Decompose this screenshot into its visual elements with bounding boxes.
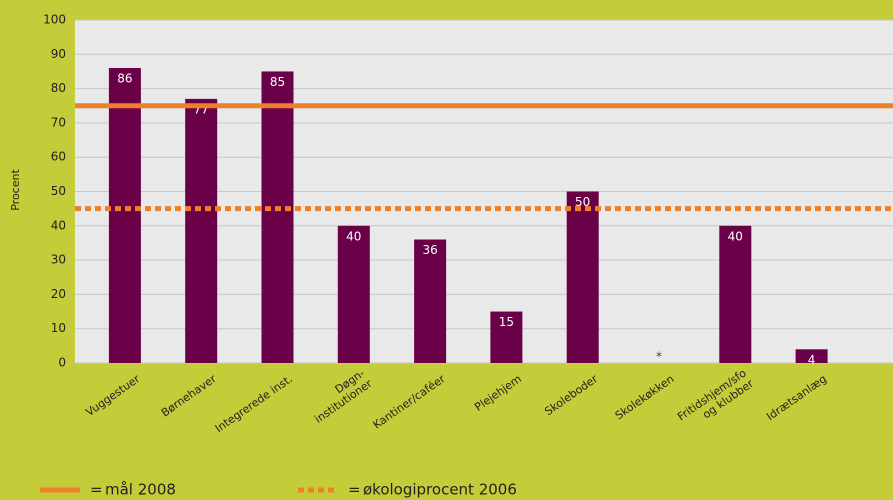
bar (795, 349, 828, 363)
bar (414, 239, 447, 363)
bar (337, 225, 370, 363)
value-label: * (656, 350, 662, 364)
y-tick-label: 30 (51, 253, 66, 267)
y-tick-label: 10 (51, 321, 66, 335)
value-label: 50 (575, 195, 590, 209)
value-label: 4 (808, 353, 816, 367)
y-axis-label: Procent (9, 169, 22, 211)
y-tick-label: 50 (51, 184, 66, 198)
bar (566, 191, 599, 363)
bar (108, 68, 141, 364)
y-tick-label: 40 (51, 218, 66, 232)
y-tick-label: 0 (58, 356, 66, 370)
bar (719, 225, 752, 363)
value-label: 36 (422, 243, 437, 257)
y-tick-label: 90 (51, 47, 66, 61)
bar (185, 98, 218, 363)
y-tick-label: 80 (51, 81, 66, 95)
bar (490, 311, 523, 363)
bar (261, 71, 294, 363)
y-tick-label: 100 (43, 13, 66, 27)
value-label: 85 (270, 75, 285, 89)
value-label: 86 (117, 72, 132, 86)
legend-separator: = (348, 481, 361, 499)
y-tick-label: 70 (51, 115, 66, 129)
y-tick-label: 60 (51, 150, 66, 164)
value-label: 40 (346, 229, 361, 243)
legend-separator: = (90, 481, 103, 499)
legend-label: mål 2008 (105, 481, 176, 499)
value-label: 15 (499, 315, 514, 329)
value-label: 40 (728, 229, 743, 243)
legend-label: økologiprocent 2006 (363, 481, 517, 499)
y-tick-label: 20 (51, 287, 66, 301)
